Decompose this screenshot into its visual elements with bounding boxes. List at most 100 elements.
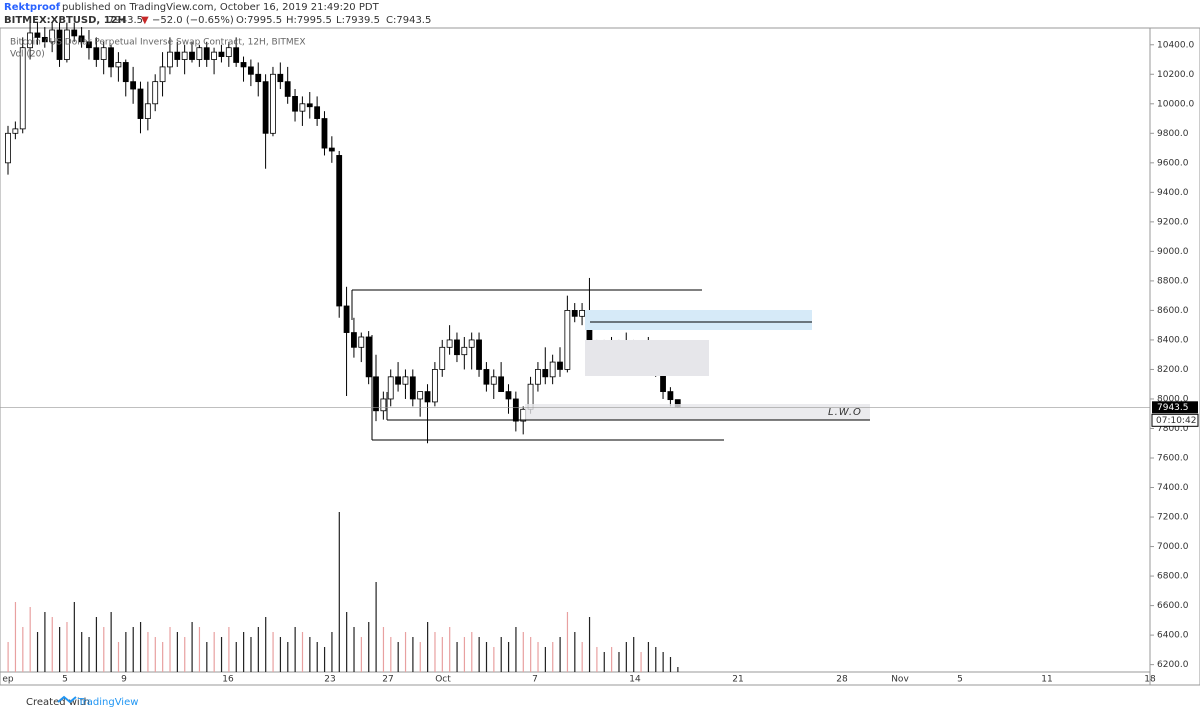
y-tick-label: 8800.0	[1157, 276, 1189, 286]
candle-body	[78, 35, 85, 43]
volume-bar	[279, 637, 282, 672]
y-tick-label: 6200.0	[1157, 660, 1189, 670]
candle-body	[152, 81, 159, 105]
candle-body	[431, 369, 438, 403]
x-tick-label: 5	[957, 675, 963, 685]
candle-body	[365, 336, 372, 378]
volume-bar	[412, 637, 414, 672]
candle-body	[292, 96, 298, 112]
x-tick-label: Oct	[435, 675, 451, 685]
volume-bar	[647, 642, 650, 672]
candle-body	[86, 41, 92, 49]
volume-bar	[449, 627, 451, 672]
price: 7943.5	[108, 15, 143, 26]
volume-bar	[566, 612, 569, 672]
y-tick-label: 9200.0	[1157, 217, 1189, 227]
volume-bar	[368, 622, 370, 672]
volume-bar	[618, 652, 620, 672]
close: C:7943.5	[386, 15, 431, 26]
candle-body	[167, 51, 173, 68]
y-tick-label: 9000.0	[1157, 247, 1189, 257]
candle-body	[5, 132, 11, 164]
candle-body	[557, 361, 563, 370]
zone-gray	[585, 340, 709, 376]
volume-bar	[73, 602, 75, 672]
volume-bar	[323, 647, 326, 672]
volume-bar	[22, 627, 24, 672]
volume-bar	[346, 612, 348, 672]
volume-bar	[29, 607, 31, 672]
candle-body	[579, 310, 585, 317]
y-tick-label: 10200.0	[1157, 70, 1194, 80]
candle-body	[277, 73, 284, 83]
volume-bar	[59, 627, 61, 672]
volume-bar	[493, 647, 495, 672]
candle-body	[12, 128, 19, 134]
candle-body	[380, 398, 387, 412]
candle-body	[549, 361, 556, 378]
candle-body	[203, 47, 210, 60]
volume-bar	[301, 632, 304, 672]
volume-bar	[419, 642, 421, 672]
volume-bar	[669, 657, 672, 672]
volume-bar	[331, 632, 333, 672]
candle-body	[108, 47, 114, 68]
candle-body	[476, 339, 482, 370]
candle-body	[667, 391, 674, 401]
candle-body	[255, 73, 262, 83]
volume-bar	[588, 617, 591, 672]
volume-bar	[353, 627, 355, 672]
y-tick-label: 8600.0	[1157, 306, 1189, 316]
volume-bar	[456, 642, 458, 672]
volume-bar	[434, 632, 436, 672]
volume-bar	[95, 617, 98, 672]
x-tick-label: Nov	[891, 675, 909, 685]
candle-body	[196, 47, 203, 60]
candle-body	[306, 103, 313, 108]
x-tick-label: 11	[1041, 675, 1052, 685]
candle-body	[299, 103, 306, 112]
countdown: 07:10:42	[1156, 416, 1196, 426]
candle-body	[225, 47, 232, 57]
y-tick-label: 7400.0	[1157, 483, 1189, 493]
volume-bar	[537, 642, 539, 672]
candle-body	[498, 376, 505, 392]
y-tick-label: 6600.0	[1157, 601, 1189, 611]
candle-body	[468, 339, 475, 348]
volume-bar	[117, 642, 120, 672]
candle-body	[71, 29, 78, 37]
candle-body	[483, 369, 490, 385]
candle-body	[270, 73, 276, 134]
volume-bar	[640, 652, 642, 672]
candle-body	[130, 81, 137, 90]
candle-body	[336, 155, 343, 307]
candle-body	[27, 32, 33, 49]
volume-bar	[522, 632, 524, 672]
volume-bar	[611, 647, 613, 672]
published: published on TradingView.com, October 16…	[62, 2, 380, 13]
candle-body	[137, 88, 144, 119]
countdown-box	[1151, 413, 1199, 427]
volume-bar	[110, 612, 112, 672]
y-tick-label: 6800.0	[1157, 572, 1189, 582]
candle-body	[520, 408, 527, 422]
logo	[57, 695, 77, 704]
candle-body	[181, 51, 188, 60]
candle-body	[247, 66, 254, 75]
volume-bar	[478, 637, 480, 672]
candle-body	[19, 47, 26, 130]
candle-body	[512, 398, 519, 422]
candle-body	[564, 310, 571, 370]
volume-bar	[500, 637, 502, 672]
volume-bar	[257, 627, 259, 672]
volume-bar	[581, 642, 583, 672]
y-tick-label: 8400.0	[1157, 335, 1189, 345]
y-tick-label: 9400.0	[1157, 188, 1189, 198]
y-tick-label: 8000.0	[1157, 394, 1189, 404]
y-tick-label: 7800.0	[1157, 424, 1189, 434]
candle-body	[535, 369, 541, 385]
volume-bar	[677, 667, 679, 672]
volume-bar	[596, 647, 598, 672]
x-tick-label: 27	[382, 675, 393, 685]
